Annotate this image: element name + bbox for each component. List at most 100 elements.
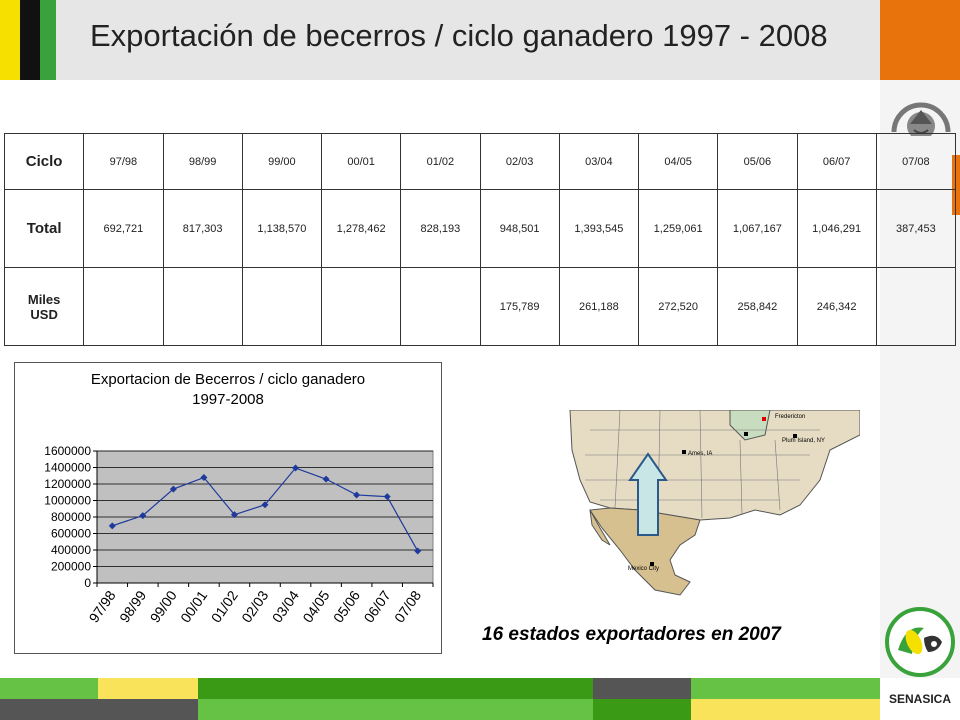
export-table: Ciclo 97/98 98/99 99/00 00/01 01/02 02/0… — [3, 133, 957, 346]
table-cell — [320, 267, 402, 346]
map-label-plum-island: Plum Island, NY — [782, 438, 825, 444]
line-chart: 0 200000 400000 600000 800000 1000000 1200000 1… — [44, 444, 434, 625]
table-cell: 258,842 — [717, 267, 798, 346]
x-tick-label: 99/00 — [147, 587, 180, 625]
data-point — [322, 475, 330, 483]
table-cell: 99/00 — [241, 133, 323, 190]
x-tick-label: 07/08 — [391, 587, 424, 625]
table-cell: 1,138,570 — [241, 189, 323, 268]
x-tick-label: 04/05 — [299, 587, 332, 625]
table-row-totals: Total 692,721 817,303 1,138,570 1,278,46… — [3, 189, 957, 268]
chart-title: Exportacion de Becerros / ciclo ganadero — [90, 371, 366, 388]
footer-bar-green-1 — [0, 678, 98, 699]
table-cell: 1,046,291 — [796, 189, 877, 268]
y-tick-label: 1200000 — [44, 477, 91, 491]
table-header-usd: Miles USD — [3, 267, 85, 346]
up-arrow-icon — [628, 452, 668, 536]
data-point — [383, 493, 391, 501]
table-cell: 948,501 — [479, 189, 560, 268]
footer-bar-yellow-2 — [691, 699, 880, 720]
data-point — [108, 522, 116, 530]
y-tick-label: 0 — [84, 576, 91, 590]
y-tick-label: 1400000 — [44, 461, 91, 475]
table-cell: 272,520 — [637, 267, 719, 346]
table-cell: 175,789 — [479, 267, 560, 346]
footer-bar-gray-2 — [0, 699, 198, 720]
data-point — [414, 547, 422, 555]
table-cell — [400, 267, 481, 346]
table-cell — [875, 267, 957, 346]
table-cell: 05/06 — [717, 133, 798, 190]
table-cell: 1,259,061 — [637, 189, 719, 268]
page-title: Exportación de becerros / ciclo ganadero… — [90, 18, 828, 53]
table-cell: 01/02 — [400, 133, 481, 190]
header-stripe-black — [20, 0, 40, 80]
data-point — [169, 485, 177, 493]
table-cell: 817,303 — [162, 189, 243, 268]
orange-corner-block — [880, 0, 960, 80]
table-cell: 06/07 — [796, 133, 877, 190]
senasica-brand: SENASICA — [880, 678, 960, 720]
table-cell: 03/04 — [558, 133, 640, 190]
usd-label-line1: Miles — [27, 291, 61, 307]
table-cell: 04/05 — [637, 133, 719, 190]
x-tick-label: 01/02 — [208, 587, 241, 625]
footer-bar-darkgreen — [198, 678, 593, 699]
data-point — [261, 501, 269, 509]
table-cell: 1,278,462 — [320, 189, 402, 268]
table-header-cycle: Ciclo — [3, 133, 85, 190]
x-tick-label: 00/01 — [177, 587, 210, 625]
footer-bar-green-2 — [691, 678, 880, 699]
table-cell: 98/99 — [162, 133, 243, 190]
table-cell: 246,342 — [796, 267, 877, 346]
north-america-map: Fredericton Ames, IA Plum Island, NY Mex… — [530, 410, 860, 600]
y-tick-label: 800000 — [51, 510, 91, 524]
table-cell — [83, 267, 164, 346]
x-tick-label: 98/99 — [116, 587, 149, 625]
data-point — [139, 512, 147, 520]
table-cell: 1,067,167 — [717, 189, 798, 268]
data-point — [200, 474, 208, 482]
orange-side-tab — [952, 155, 960, 215]
header-bar — [0, 0, 880, 80]
map-caption: 16 estados exportadores en 2007 — [482, 624, 781, 645]
x-tick-label: 05/06 — [330, 587, 363, 625]
footer-bar-green-3 — [198, 699, 593, 720]
data-point — [292, 464, 300, 472]
header-stripe-yellow — [0, 0, 20, 80]
header-stripe-green — [40, 0, 56, 80]
table-cell: 261,188 — [558, 267, 640, 346]
y-tick-label: 400000 — [51, 543, 91, 557]
table-cell: 1,393,545 — [558, 189, 640, 268]
y-tick-label: 600000 — [51, 527, 91, 541]
footer-bar-yellow-1 — [98, 678, 198, 699]
data-point — [230, 511, 238, 519]
table-cell — [162, 267, 243, 346]
footer-bar-gray-1 — [593, 678, 691, 699]
usd-label-line2: USD — [30, 306, 58, 322]
senasica-logo-icon — [885, 607, 955, 677]
map-label-ames: Ames, IA — [688, 451, 712, 457]
table-row-cycles: Ciclo 97/98 98/99 99/00 00/01 01/02 02/0… — [3, 133, 957, 190]
x-tick-label: 03/04 — [269, 587, 302, 625]
table-cell — [241, 267, 323, 346]
chart-subtitle: 1997-2008 — [192, 391, 264, 408]
data-point — [353, 491, 361, 499]
map-label-mexico-city: Mexico City — [628, 566, 659, 572]
table-cell: 02/03 — [479, 133, 560, 190]
footer-bar-darkgreen-2 — [593, 699, 691, 720]
x-tick-label: 06/07 — [360, 587, 393, 625]
y-tick-label: 200000 — [51, 560, 91, 574]
x-tick-label: 02/03 — [238, 587, 271, 625]
table-cell: 97/98 — [83, 133, 164, 190]
table-cell: 828,193 — [400, 189, 481, 268]
mexico-seal-icon — [891, 102, 951, 136]
table-cell: 07/08 — [875, 133, 957, 190]
y-tick-label: 1600000 — [44, 444, 91, 458]
line-chart-box: Exportacion de Becerros / ciclo ganadero… — [14, 362, 442, 654]
table-cell: 387,453 — [875, 189, 957, 268]
map-label-fredericton: Fredericton — [775, 414, 805, 420]
y-tick-label: 1000000 — [44, 494, 91, 508]
table-row-usd: Miles USD 175,789 261,188 272,520 258,842… — [3, 267, 957, 346]
table-cell: 00/01 — [320, 133, 402, 190]
